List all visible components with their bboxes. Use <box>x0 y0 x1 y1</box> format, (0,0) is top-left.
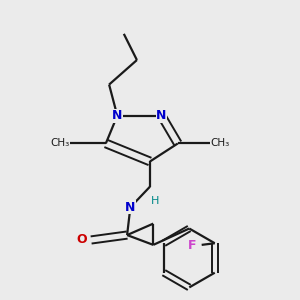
Text: N: N <box>112 109 122 122</box>
Text: H: H <box>151 196 159 206</box>
Text: CH₃: CH₃ <box>50 139 70 148</box>
Text: N: N <box>156 109 167 122</box>
Text: CH₃: CH₃ <box>211 139 230 148</box>
Text: O: O <box>76 233 87 247</box>
Text: F: F <box>188 239 197 252</box>
Text: N: N <box>125 201 136 214</box>
